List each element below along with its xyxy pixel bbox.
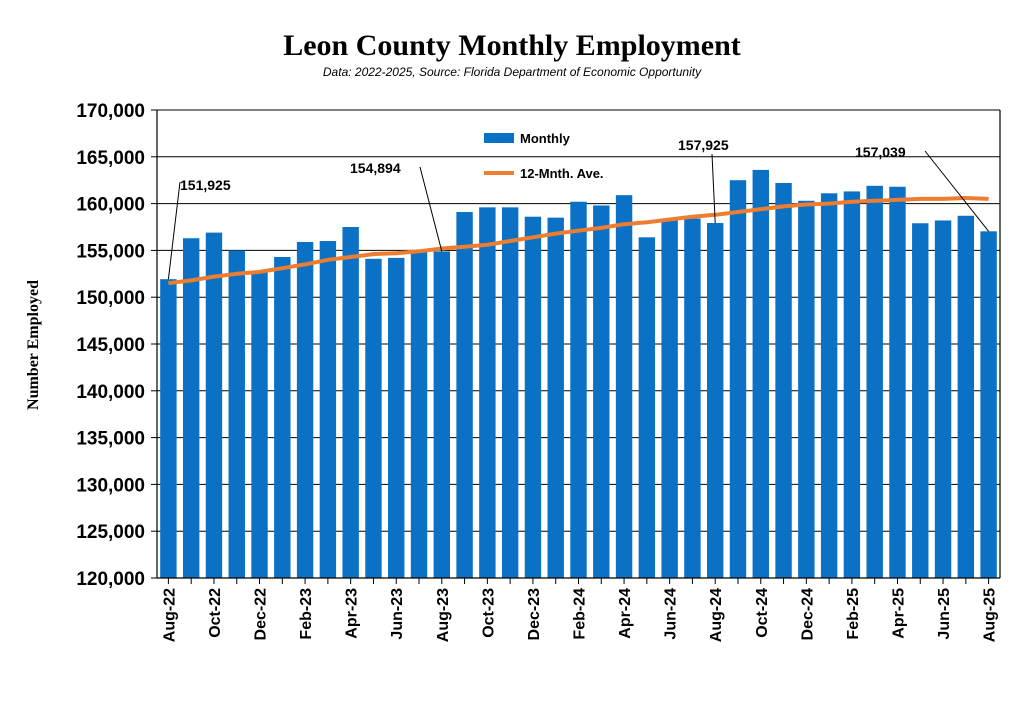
x-tick-label: Aug-24	[708, 588, 725, 642]
bar	[160, 279, 177, 578]
y-tick-label: 170,000	[76, 101, 145, 122]
x-tick-label: Dec-22	[253, 588, 270, 641]
bar	[388, 257, 405, 578]
y-tick-label: 130,000	[76, 475, 145, 496]
bar	[934, 220, 952, 578]
bar	[410, 252, 428, 578]
x-tick-label: Aug-23	[435, 588, 452, 642]
legend-label-monthly: Monthly	[520, 131, 571, 146]
legend-swatch-monthly	[484, 133, 514, 143]
x-tick-label: Dec-24	[799, 588, 816, 641]
legend-label-average: 12-Mnth. Ave.	[520, 166, 604, 181]
annotation-leader	[419, 166, 443, 252]
bar	[957, 215, 975, 578]
x-tick-label: Dec-23	[526, 588, 543, 641]
bar	[251, 271, 268, 578]
annotation-leader	[711, 153, 716, 224]
bar	[342, 227, 359, 578]
y-tick-label: 155,000	[76, 241, 145, 262]
x-tick-label: Feb-23	[298, 588, 315, 640]
bar	[365, 258, 382, 578]
annotation-label: 154,894	[350, 160, 401, 176]
bar	[319, 241, 337, 579]
x-tick-label: Jun-25	[936, 588, 953, 640]
x-tick-label: Aug-25	[982, 588, 999, 642]
x-tick-label: Feb-25	[845, 588, 862, 640]
value-annotations: 151,925 154,894 157,925 157,039	[167, 137, 990, 280]
annotation-label: 151,925	[180, 177, 231, 193]
y-tick-label: 150,000	[76, 288, 145, 309]
bar	[820, 193, 838, 578]
bar	[684, 218, 701, 579]
bar	[661, 219, 678, 578]
legend: Monthly 12-Mnth. Ave.	[484, 131, 604, 181]
bar	[615, 195, 633, 578]
bar	[456, 212, 473, 579]
annotation-label: 157,925	[678, 137, 729, 153]
bar	[182, 238, 200, 578]
x-tick-label: Aug-22	[161, 588, 178, 642]
y-tick-label: 160,000	[76, 195, 145, 216]
x-tick-label: Oct-23	[480, 588, 497, 638]
x-tick-label: Feb-24	[572, 588, 589, 640]
bar	[707, 223, 724, 578]
monthly-bars	[160, 169, 997, 579]
y-tick-label: 135,000	[76, 429, 145, 450]
y-tick-label: 120,000	[76, 569, 145, 590]
bar	[843, 191, 861, 578]
axes	[156, 110, 1001, 584]
bar	[775, 183, 792, 578]
bar	[205, 232, 223, 578]
bar	[501, 207, 519, 578]
bar	[866, 185, 883, 579]
bar	[479, 207, 496, 578]
bar	[433, 251, 450, 579]
annotation-label: 157,039	[855, 144, 906, 160]
bar	[228, 250, 245, 578]
y-tick-label: 145,000	[76, 335, 145, 356]
bar	[547, 217, 564, 578]
bar	[524, 216, 542, 579]
bar	[638, 237, 656, 578]
bar	[889, 186, 906, 578]
annotation-leader	[167, 181, 181, 280]
average-line-group	[168, 196, 989, 286]
bar	[593, 205, 610, 579]
annotation-leader	[924, 150, 990, 232]
x-tick-label: Apr-23	[344, 588, 361, 639]
x-tick-label: Jun-24	[663, 588, 680, 640]
x-tick-label: Apr-25	[891, 588, 908, 639]
bar	[798, 200, 815, 579]
x-tick-label: Jun-23	[389, 588, 406, 640]
y-tick-label: 125,000	[76, 522, 145, 543]
y-tick-labels: 120,000 125,000 130,000 135,000 140,000 145,0…	[76, 101, 145, 590]
bar	[570, 201, 587, 578]
y-tick-label: 165,000	[76, 148, 145, 169]
x-tick-labels: Aug-22 Oct-22 Dec-22 Feb-23 Apr-23 Jun-23 Aug-…	[161, 588, 998, 642]
x-tick-label: Oct-24	[754, 588, 771, 638]
chart-subtitle: Data: 2022-2025, Source: Florida Departm…	[323, 65, 702, 79]
bar	[274, 256, 291, 578]
x-tick-label: Apr-24	[617, 588, 634, 639]
y-tick-label: 140,000	[76, 382, 145, 403]
x-tick-label: Oct-22	[207, 588, 224, 638]
chart-title: Leon County Monthly Employment	[283, 29, 741, 62]
bar	[980, 231, 997, 579]
bar	[912, 223, 929, 579]
bar	[729, 180, 747, 578]
y-axis-label: Number Employed	[25, 280, 42, 410]
bar	[296, 241, 314, 578]
average-line	[168, 196, 989, 286]
bar	[752, 169, 769, 579]
